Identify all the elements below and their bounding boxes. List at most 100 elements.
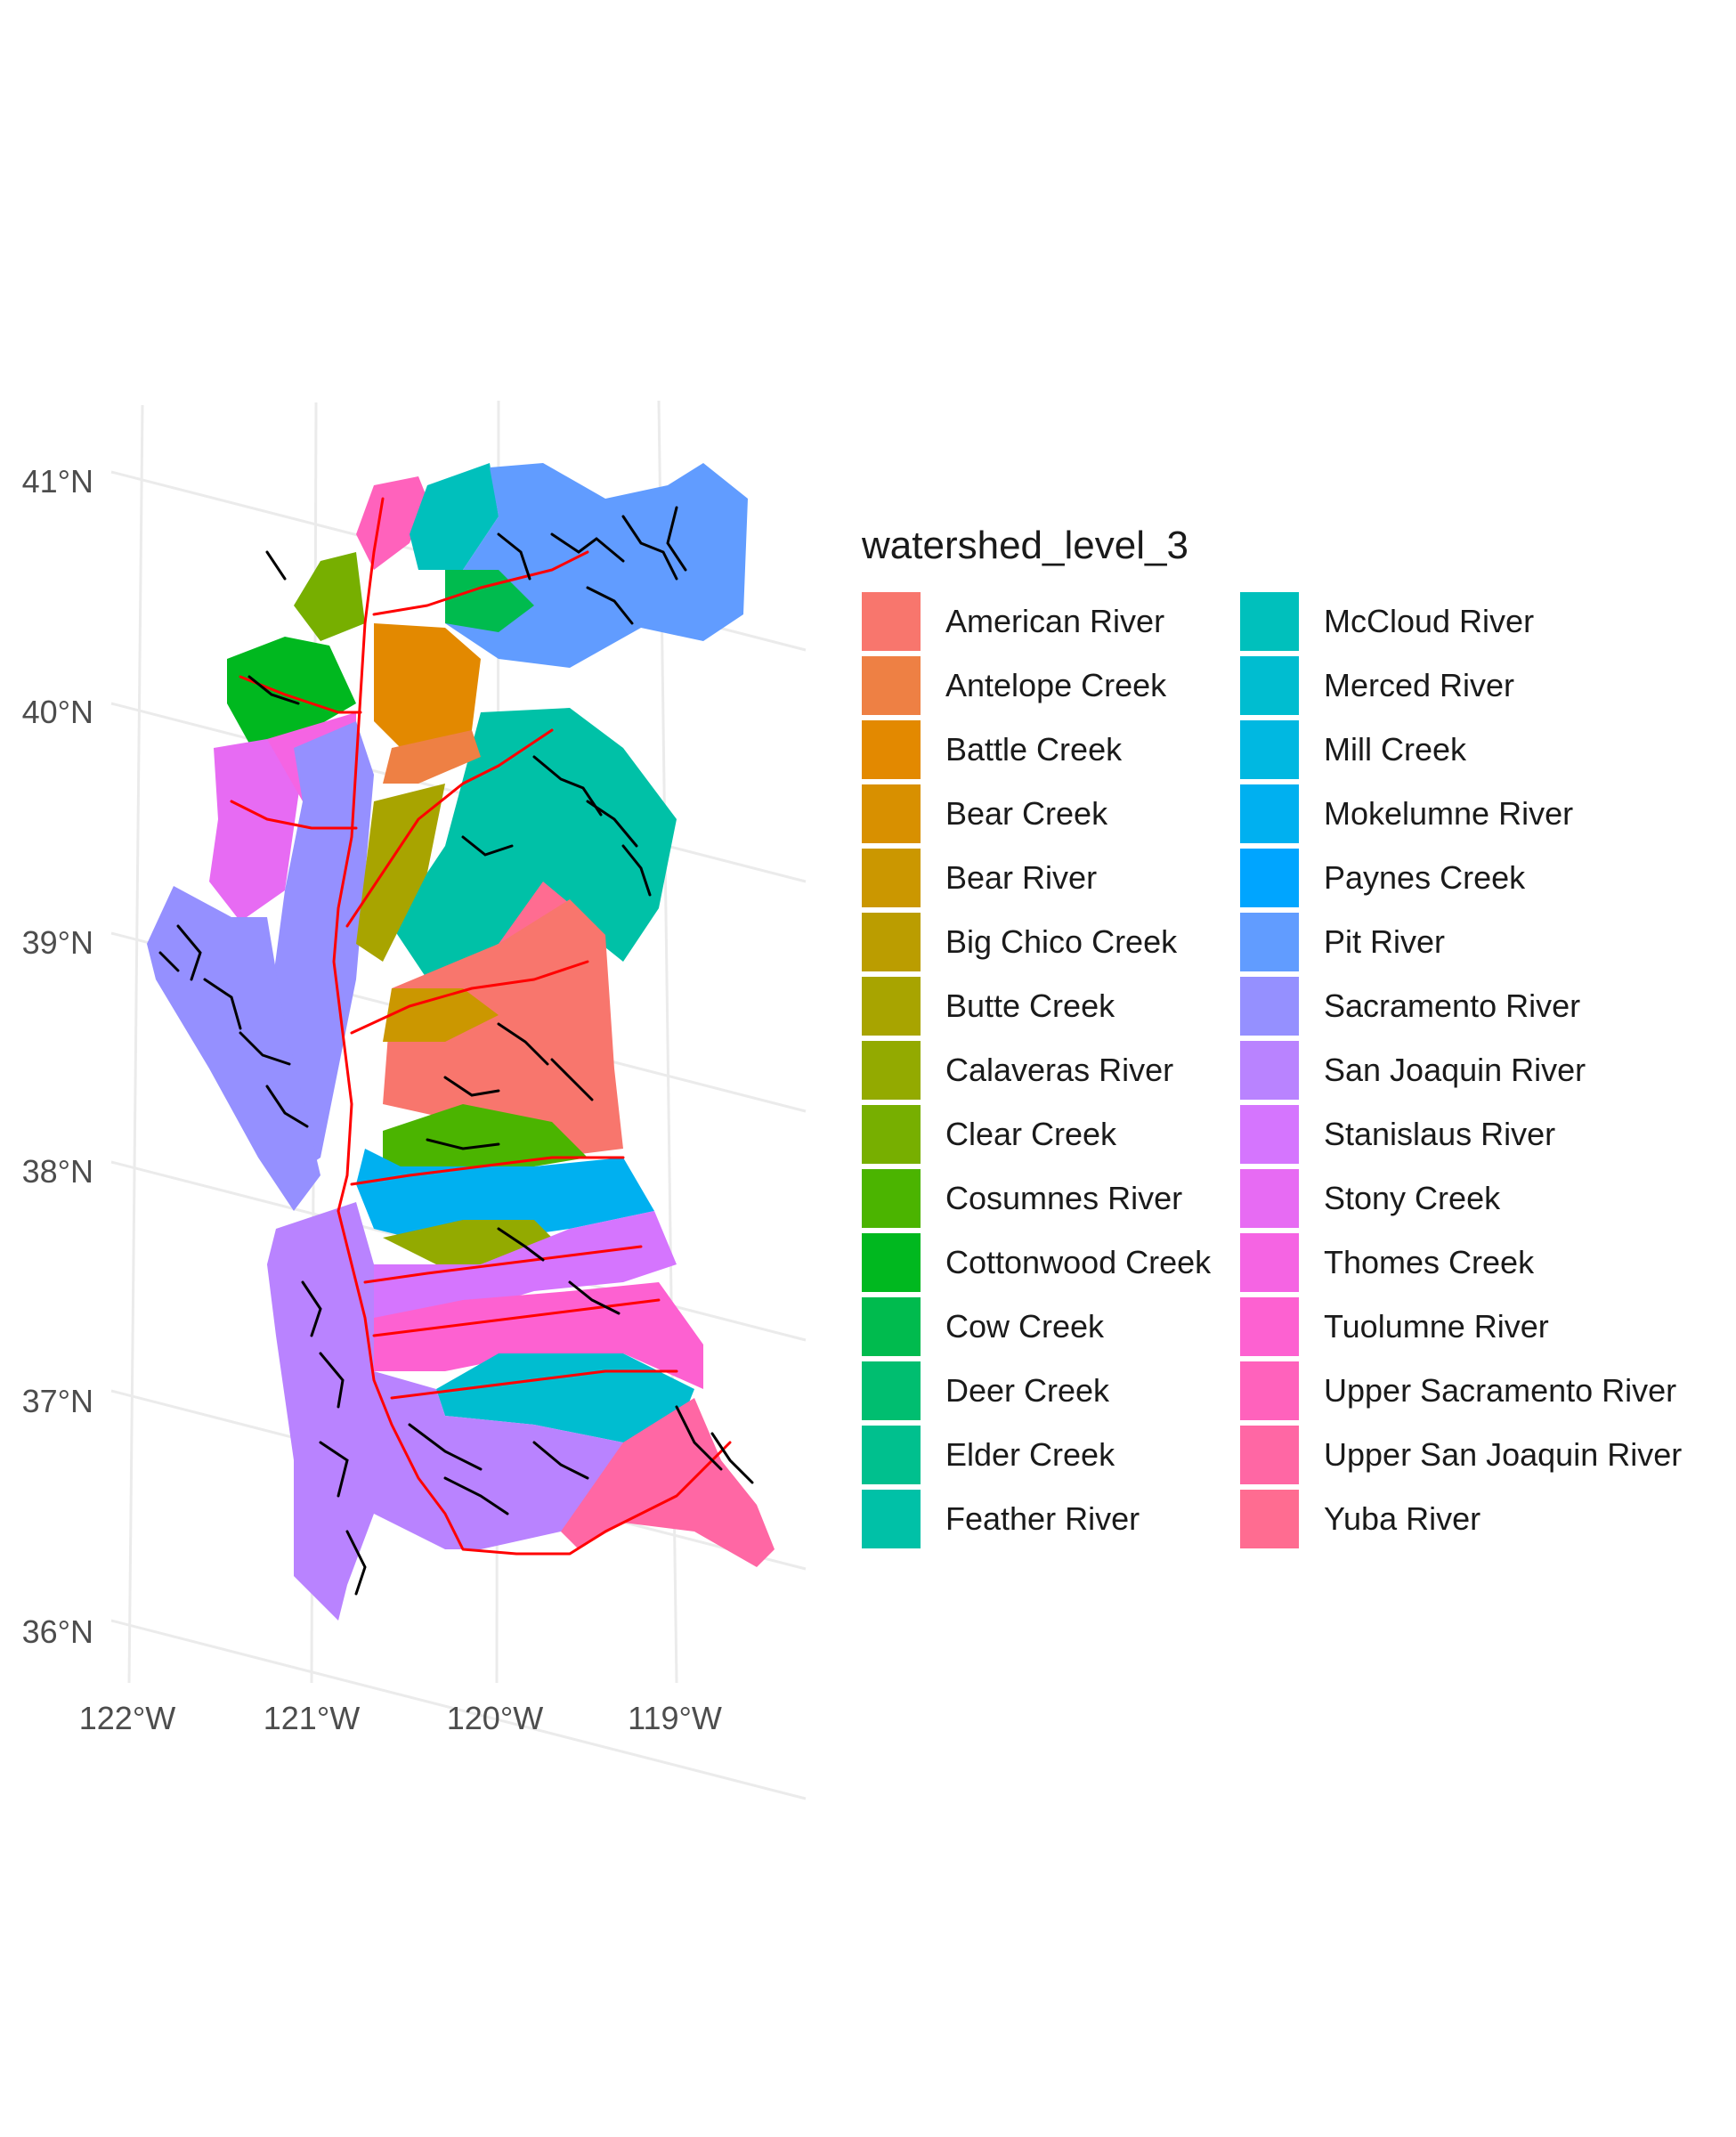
lat-label-40: 40°N bbox=[22, 694, 93, 730]
legend-swatch bbox=[1240, 656, 1299, 715]
legend-label: Upper San Joaquin River bbox=[1324, 1436, 1683, 1473]
watershed-butte-creek bbox=[356, 784, 445, 962]
legend-swatch bbox=[862, 656, 921, 715]
legend-title: watershed_level_3 bbox=[862, 524, 1188, 567]
legend-label: Mokelumne River bbox=[1324, 795, 1574, 832]
legend-label: Elder Creek bbox=[945, 1436, 1115, 1473]
stream bbox=[621, 515, 678, 581]
legend-label: Tuolumne River bbox=[1324, 1308, 1549, 1345]
river-feather bbox=[345, 728, 554, 928]
watershed-bear-river bbox=[383, 988, 499, 1042]
legend-item: Mokelumne River bbox=[1240, 782, 1618, 846]
legend-label: American River bbox=[945, 603, 1165, 639]
legend-label: Thomes Creek bbox=[1324, 1244, 1535, 1280]
legend-swatch bbox=[862, 1297, 921, 1356]
watershed-stony-creek bbox=[209, 739, 303, 922]
legend-label: Butte Creek bbox=[945, 987, 1115, 1024]
legend-label: Yuba River bbox=[1324, 1500, 1481, 1537]
legend-label: Antelope Creek bbox=[945, 667, 1167, 703]
stream bbox=[461, 835, 514, 857]
watershed-pit-river bbox=[445, 463, 748, 668]
legend-label: Stanislaus River bbox=[1324, 1116, 1556, 1152]
legend-item: Antelope Creek bbox=[862, 654, 1240, 718]
stream bbox=[319, 1441, 349, 1498]
watershed-feather-river bbox=[392, 708, 677, 979]
watershed-battle-creek bbox=[374, 623, 481, 757]
legend-item: Butte Creek bbox=[862, 974, 1240, 1038]
lon-label-120: 120°W bbox=[447, 1700, 543, 1736]
legend-label: Merced River bbox=[1324, 667, 1515, 703]
legend-swatch bbox=[1240, 1361, 1299, 1420]
river-mokelumne bbox=[350, 1156, 625, 1186]
legend-item: Cow Creek bbox=[862, 1295, 1240, 1359]
stream bbox=[497, 532, 531, 581]
watershed-polygons bbox=[147, 463, 775, 1621]
stream bbox=[666, 506, 687, 572]
stream bbox=[710, 1432, 754, 1484]
legend-item: Merced River bbox=[1240, 654, 1618, 718]
stream bbox=[265, 550, 287, 581]
legend-item: Yuba River bbox=[1240, 1487, 1618, 1551]
grid-lon-122 bbox=[127, 404, 144, 1684]
river-merced bbox=[390, 1369, 678, 1400]
legend-item: Thomes Creek bbox=[1240, 1231, 1618, 1295]
legend-item: Calaveras River bbox=[862, 1038, 1240, 1102]
stream bbox=[301, 1280, 322, 1337]
stream bbox=[158, 951, 180, 972]
river-pit bbox=[372, 550, 589, 616]
legend-item: Upper San Joaquin River bbox=[1240, 1423, 1682, 1487]
legend-swatch bbox=[1240, 1105, 1299, 1164]
legend-swatch bbox=[862, 592, 921, 651]
river-american bbox=[350, 960, 589, 1035]
legend-item: Pit River bbox=[1240, 910, 1618, 974]
stream bbox=[586, 586, 634, 625]
watershed-clear-creek bbox=[294, 552, 365, 641]
legend-label: Bear River bbox=[945, 859, 1098, 896]
legend-label: Deer Creek bbox=[945, 1372, 1110, 1409]
legend-swatch bbox=[862, 720, 921, 779]
legend-label: Pit River bbox=[1324, 923, 1446, 960]
stream bbox=[532, 1441, 589, 1480]
river-sacramento-main bbox=[332, 497, 385, 1213]
legend-swatch bbox=[1240, 913, 1299, 971]
stream bbox=[176, 924, 202, 981]
watershed-cosumnes-river bbox=[383, 1104, 588, 1184]
stream bbox=[532, 755, 603, 817]
stream bbox=[568, 1280, 621, 1315]
legend-columns: American River Antelope Creek Battle Creek… bbox=[862, 589, 1682, 1551]
legend-column-right: McCloud River Merced River Mill Creek Mokel… bbox=[1240, 589, 1682, 1551]
legend-item: Mill Creek bbox=[1240, 718, 1618, 782]
legend-item: San Joaquin River bbox=[1240, 1038, 1618, 1102]
legend-swatch bbox=[1240, 720, 1299, 779]
lat-label-36: 36°N bbox=[22, 1613, 93, 1650]
stream bbox=[497, 1227, 545, 1262]
legend-swatch bbox=[862, 977, 921, 1036]
legend-label: Calaveras River bbox=[945, 1052, 1174, 1088]
lat-label-39: 39°N bbox=[22, 924, 93, 961]
legend-swatch bbox=[1240, 784, 1299, 843]
legend-item: American River bbox=[862, 589, 1240, 654]
legend-swatch bbox=[1240, 1169, 1299, 1228]
legend-item: Clear Creek bbox=[862, 1102, 1240, 1166]
legend-swatch bbox=[1240, 1041, 1299, 1100]
legend-swatch bbox=[862, 849, 921, 907]
legend-swatch bbox=[1240, 1426, 1299, 1484]
legend-item: Tuolumne River bbox=[1240, 1295, 1618, 1359]
axis-labels: 41°N 40°N 39°N 38°N 37°N 36°N 122°W 121°… bbox=[22, 463, 722, 1736]
stream bbox=[550, 1058, 594, 1101]
legend-swatch bbox=[1240, 592, 1299, 651]
watershed-stanislaus-river bbox=[374, 1211, 677, 1318]
stream bbox=[345, 1530, 367, 1596]
legend-label: San Joaquin River bbox=[1324, 1052, 1586, 1088]
legend-label: Upper Sacramento River bbox=[1324, 1372, 1677, 1409]
stream bbox=[239, 1031, 291, 1066]
stream bbox=[443, 1476, 509, 1515]
stream bbox=[675, 1405, 723, 1471]
legend-swatch bbox=[862, 1105, 921, 1164]
watershed-antelope-creek bbox=[383, 730, 481, 784]
legend-item: Elder Creek bbox=[862, 1423, 1240, 1487]
legend-swatch bbox=[862, 1361, 921, 1420]
lon-label-119: 119°W bbox=[628, 1700, 722, 1736]
lat-label-37: 37°N bbox=[22, 1383, 93, 1419]
legend-swatch bbox=[1240, 977, 1299, 1036]
